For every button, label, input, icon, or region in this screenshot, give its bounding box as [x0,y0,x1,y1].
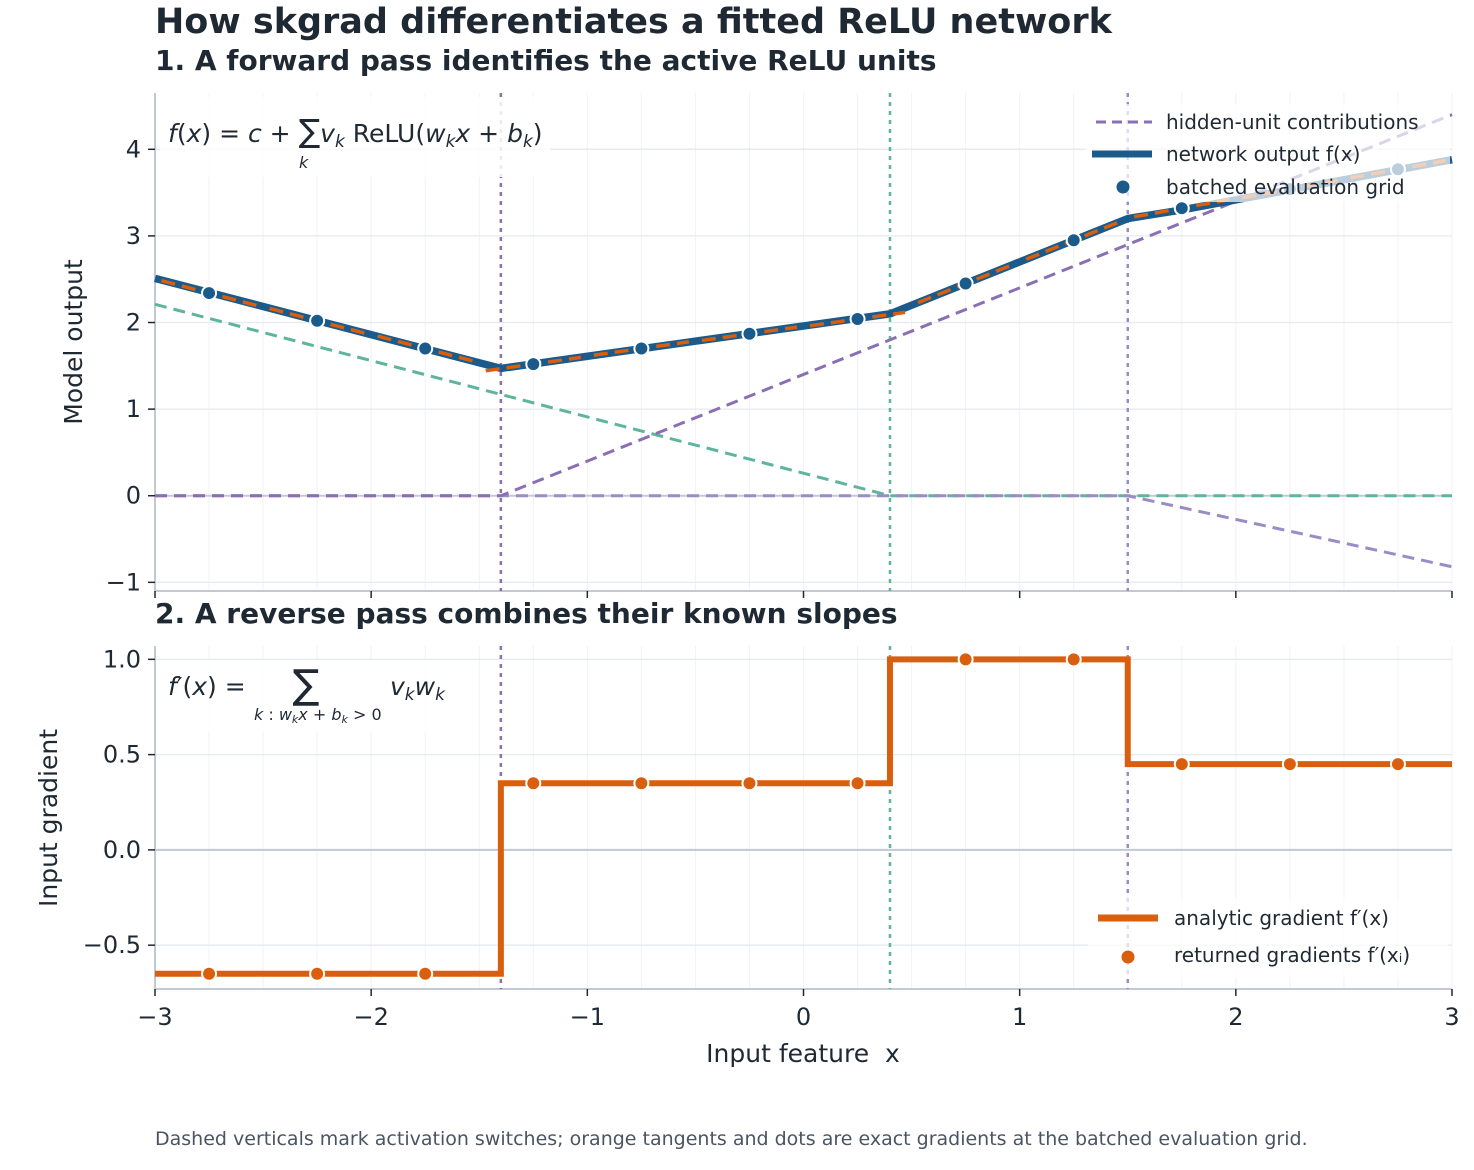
evaluation-point [309,312,326,329]
analytic-gradient-line [155,656,1452,977]
panel2-ylabel: Input gradient [34,729,63,907]
evaluation-point [1173,200,1190,217]
y-tick-label: 0.5 [103,741,141,769]
svg-text:k : wkx + bk > 0: k : wkx + bk > 0 [254,705,382,726]
reverse-pass-panel: 2. A reverse pass combines their known s… [34,597,1460,1068]
y-tick-label: 1 [126,395,141,423]
panel1-axes: −1 0 1 2 3 4 [106,93,1453,598]
returned-gradient-point [309,965,326,982]
returned-gradient-point [633,775,650,792]
y-tick-label: −0.5 [83,931,141,959]
forward-pass-panel: 1. A forward pass identifies the active … [59,44,1453,598]
legend-evaluation-grid: batched evaluation grid [1166,175,1405,199]
x-tick-label: 2 [1228,1003,1243,1031]
evaluation-point [741,325,758,342]
returned-gradient-point [201,965,218,982]
figure-title: How skgrad differentiates a fitted ReLU … [155,2,1112,42]
y-tick-label: 1.0 [103,645,141,673]
x-tick-label: −1 [570,1003,605,1031]
panel1-ylabel: Model output [59,259,88,425]
x-tick-label: −3 [137,1003,172,1031]
panel2-series [155,656,1452,977]
y-tick-label: 0 [126,482,141,510]
panel2-markers [201,651,1406,982]
svg-text:k: k [299,153,309,172]
returned-gradient-point [525,775,542,792]
panel1-title: 1. A forward pass identifies the active … [155,44,937,77]
reverse-equation: f′(x) = ∑ vkwk k : wkx + bk > 0 [160,660,460,732]
panel2-title: 2. A reverse pass combines their known s… [155,597,898,630]
y-tick-label: 2 [126,309,141,337]
evaluation-point [525,356,542,373]
panel2-legend: analytic gradient f′(x) returned gradien… [1088,898,1448,978]
x-tick-label: 3 [1444,1003,1459,1031]
evaluation-point [849,311,866,328]
y-tick-label: 3 [126,222,141,250]
evaluation-point [417,340,434,357]
returned-gradient-point [741,775,758,792]
legend-network-output: network output f(x) [1166,142,1360,166]
evaluation-point [957,275,974,292]
figure-caption: Dashed verticals mark activation switche… [155,1128,1308,1150]
svg-text:f(x) = c + ∑vk ReLU(wkx + bk): f(x) = c + ∑vk ReLU(wkx + bk) [168,112,543,152]
evaluation-point [201,285,218,302]
panel2-xlabel: Input feature x [706,1039,900,1068]
svg-text:f′(x) =: f′(x) = [168,672,246,701]
panel2-axes: −0.5 0.0 0.5 1.0 −3 −2 −1 0 1 2 3 [83,645,1460,1031]
legend-analytic-gradient: analytic gradient f′(x) [1174,906,1389,930]
y-tick-label: 4 [126,135,141,163]
returned-gradient-point [1065,651,1082,668]
y-tick-label: −1 [106,568,141,596]
returned-gradient-point [417,965,434,982]
returned-gradient-point [849,775,866,792]
legend-hidden-units: hidden-unit contributions [1166,110,1419,134]
evaluation-point [1065,232,1082,249]
y-tick-label: 0.0 [103,836,141,864]
svg-text:vkwk: vkwk [390,672,446,705]
panel1-legend: hidden-unit contributions network output… [1085,104,1450,202]
evaluation-point [633,340,650,357]
x-tick-label: 1 [1012,1003,1027,1031]
legend-returned-gradients: returned gradients f′(xᵢ) [1174,943,1410,967]
returned-gradient-point [957,651,974,668]
hidden-unit-b-line [155,113,1453,498]
svg-text:∑: ∑ [293,662,320,708]
returned-gradient-point [1389,756,1406,773]
panel1-activation-switches [499,93,1129,591]
returned-gradient-point [1281,756,1298,773]
panel2-activation-switches [499,646,1129,989]
x-tick-label: 0 [796,1003,811,1031]
returned-gradient-point [1173,756,1190,773]
x-tick-label: −2 [353,1003,388,1031]
forward-equation: f(x) = c + ∑vk ReLU(wkx + bk) k [160,97,550,177]
hidden-unit-a-line [154,302,1452,498]
